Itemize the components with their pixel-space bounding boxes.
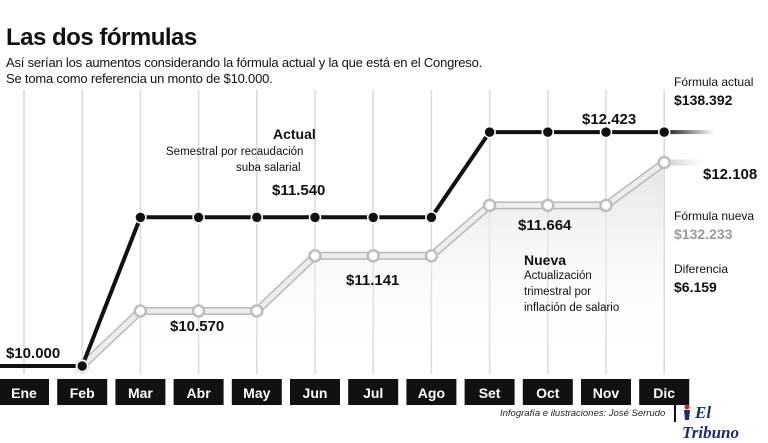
nueva-series-name: Nueva [524, 252, 566, 268]
subtitle-line-2: Se toma como referencia un monto de $10.… [6, 71, 273, 86]
x-label-text: Dic [653, 385, 675, 401]
nueva-tail [664, 159, 705, 166]
nueva-point-oct [541, 198, 555, 213]
start-value-label: $10.000 [6, 345, 60, 362]
nueva-description-line2: trimestral por [524, 286, 591, 298]
x-label-jul: Jul [348, 379, 399, 405]
actual-description-line2: suba salarial [236, 162, 301, 174]
chart-subtitle: Así serían los aumentos considerando la … [6, 55, 482, 87]
x-label-box [0, 379, 49, 405]
x-label-text: Nov [593, 385, 620, 401]
actual-point-mar [134, 211, 147, 224]
actual-point-oct [541, 125, 555, 139]
x-label-text: Jun [303, 385, 328, 401]
x-label-box [406, 379, 457, 405]
x-label-may: May [231, 379, 282, 405]
total-actual-label: Fórmula actual [674, 75, 753, 89]
x-label-ago: Ago [406, 379, 457, 405]
x-label-ene: Ene [0, 379, 49, 405]
actual-point-set [483, 125, 496, 139]
total-nueva-value: $132.233 [674, 226, 733, 242]
credit-separator [674, 404, 676, 422]
nueva-description-line1: Actualización [524, 270, 592, 282]
nueva-point-jul [366, 249, 380, 263]
actual-point-dic [657, 125, 671, 139]
markers [75, 125, 671, 373]
nueva-point-dic [657, 155, 671, 170]
x-label-set: Set [464, 379, 515, 405]
x-label-box [57, 379, 108, 405]
nueva-q2-value: $11.141 [346, 272, 399, 289]
nueva-description-line3: inflación de salario [524, 302, 619, 314]
difference-label: Diferencia [674, 262, 728, 276]
x-label-text: Mar [128, 385, 153, 401]
x-label-box [115, 379, 166, 405]
nueva-point-mar [133, 304, 148, 318]
x-label-box [581, 379, 631, 405]
x-label-feb: Feb [57, 379, 108, 405]
nueva-point-ago [424, 249, 439, 263]
nueva-area [82, 162, 665, 366]
x-label-box [464, 379, 515, 405]
actual-end-value: $12.423 [582, 111, 636, 128]
actual-point-may [250, 211, 264, 224]
chart: Ene Feb Mar Abr May Jun Jul Ago Set Oct Nov Dic $10… [0, 75, 757, 405]
x-label-abr: Abr [173, 379, 224, 405]
x-label-box [348, 379, 399, 405]
x-label-box [231, 379, 282, 405]
actual-point-feb [75, 359, 89, 373]
actual-point-jul [366, 211, 380, 224]
total-nueva-label: Fórmula nueva [674, 209, 754, 223]
x-axis-labels: Ene Feb Mar Abr May Jun Jul Ago Set Oct Nov Dic [0, 379, 690, 405]
x-label-text: May [243, 385, 270, 401]
actual-tail [664, 130, 715, 135]
actual-point-ago [425, 211, 438, 224]
brand-logo: El Tribuno [682, 403, 768, 443]
x-label-text: Jul [363, 385, 383, 401]
x-label-nov: Nov [581, 379, 631, 405]
actual-mid-value: $11.540 [272, 182, 325, 199]
x-label-text: Set [479, 385, 501, 401]
total-actual-value: $138.392 [674, 92, 733, 108]
difference-value: $6.159 [674, 279, 717, 295]
actual-point-jun [308, 211, 322, 224]
x-label-text: Ene [11, 385, 37, 401]
actual-point-nov [599, 125, 613, 139]
x-label-text: Feb [70, 385, 95, 401]
line-tails [664, 130, 715, 166]
nueva-point-jun [308, 249, 322, 263]
subtitle-line-1: Así serían los aumentos considerando la … [6, 55, 483, 70]
actual-point-abr [192, 211, 205, 224]
nueva-point-set [482, 198, 497, 213]
x-label-text: Abr [187, 385, 212, 401]
x-label-text: Oct [536, 385, 560, 401]
actual-series-name: Actual [273, 126, 316, 142]
chart-title: Las dos fórmulas [6, 24, 197, 51]
x-label-box [522, 379, 573, 405]
x-label-box [290, 379, 340, 405]
nueva-q3-value: $11.664 [518, 217, 572, 234]
x-label-dic: Dic [639, 379, 690, 405]
x-label-oct: Oct [522, 379, 573, 405]
x-label-box [173, 379, 224, 405]
nueva-point-may [250, 304, 264, 318]
x-label-jun: Jun [290, 379, 340, 405]
nueva-q1-value: $10.570 [170, 318, 224, 335]
x-label-mar: Mar [115, 379, 166, 405]
nueva-end-value: $12.108 [703, 166, 757, 183]
credit-text: Infografía e ilustraciones: José Serrudo [500, 408, 666, 419]
actual-description-line1: Semestral por recaudación [166, 146, 303, 158]
nueva-point-nov [599, 198, 613, 213]
x-label-box [639, 379, 690, 405]
x-label-text: Ago [418, 385, 445, 401]
brand-figure-icon [684, 404, 690, 420]
nueva-point-abr [191, 304, 206, 318]
